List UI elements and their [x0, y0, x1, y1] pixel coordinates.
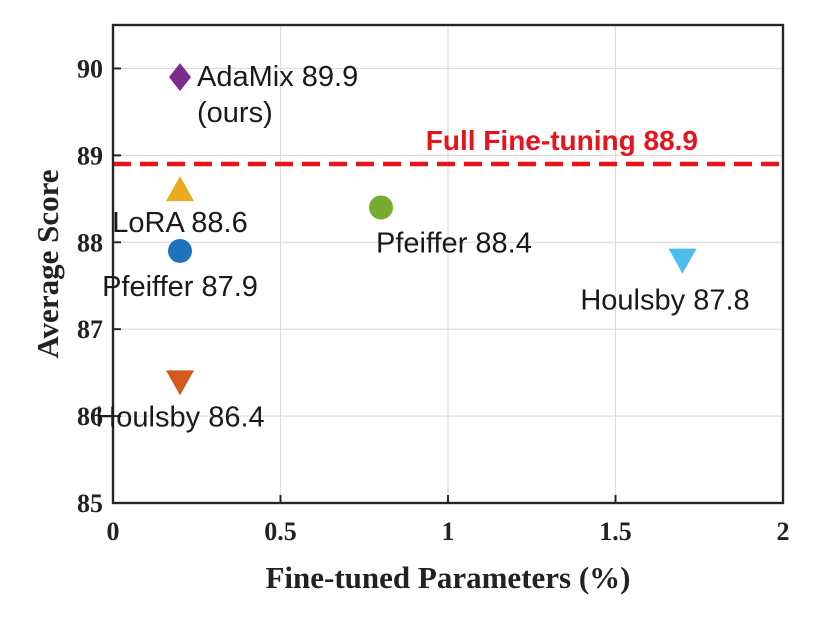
- x-tick-label: 2: [777, 517, 790, 546]
- y-tick-label: 85: [77, 489, 103, 518]
- data-point-2: [168, 238, 192, 263]
- y-tick-label: 89: [77, 141, 103, 170]
- point-label-0-line-1: (ours): [197, 97, 273, 129]
- x-tick-label: 0.5: [264, 517, 297, 546]
- x-axis-title: Fine-tuned Parameters (%): [265, 560, 630, 595]
- y-tick-label: 86: [77, 402, 103, 431]
- point-label-4-line-0: Pfeiffer 88.4: [376, 228, 532, 260]
- x-tick-label: 1.5: [599, 517, 632, 546]
- x-tick-label: 0: [107, 517, 120, 546]
- data-point-5: [668, 248, 697, 274]
- y-axis-title: Average Score: [30, 169, 65, 358]
- data-point-0: [169, 63, 191, 92]
- reference-line-label: Full Fine-tuning 88.9: [426, 125, 698, 156]
- y-tick-label: 90: [77, 54, 103, 83]
- data-point-4: [369, 195, 393, 220]
- axes-layer: 0 0.5 1 1.5 2 85 86 87 88 89 90: [77, 23, 790, 546]
- point-label-5-line-0: Houlsby 87.8: [580, 285, 749, 317]
- x-tick-label: 1: [442, 517, 455, 546]
- point-label-1-line-0: LoRA 88.6: [112, 207, 247, 239]
- data-point-1: [166, 176, 194, 202]
- reference-line-layer: Full Fine-tuning 88.9: [113, 125, 783, 167]
- grid-layer: [113, 25, 783, 503]
- point-labels-layer: AdaMix 89.9 (ours) LoRA 88.6 Pfeiffer 87.9 H…: [95, 61, 749, 433]
- y-tick-label: 87: [77, 315, 103, 344]
- point-label-3-line-0: Houlsby 86.4: [95, 401, 264, 433]
- point-label-2-line-0: Pfeiffer 87.9: [102, 271, 258, 303]
- point-label-0-line-0: AdaMix 89.9: [197, 61, 358, 93]
- y-tick-label: 88: [77, 228, 103, 257]
- points-layer: [166, 63, 697, 396]
- data-point-3: [166, 370, 194, 396]
